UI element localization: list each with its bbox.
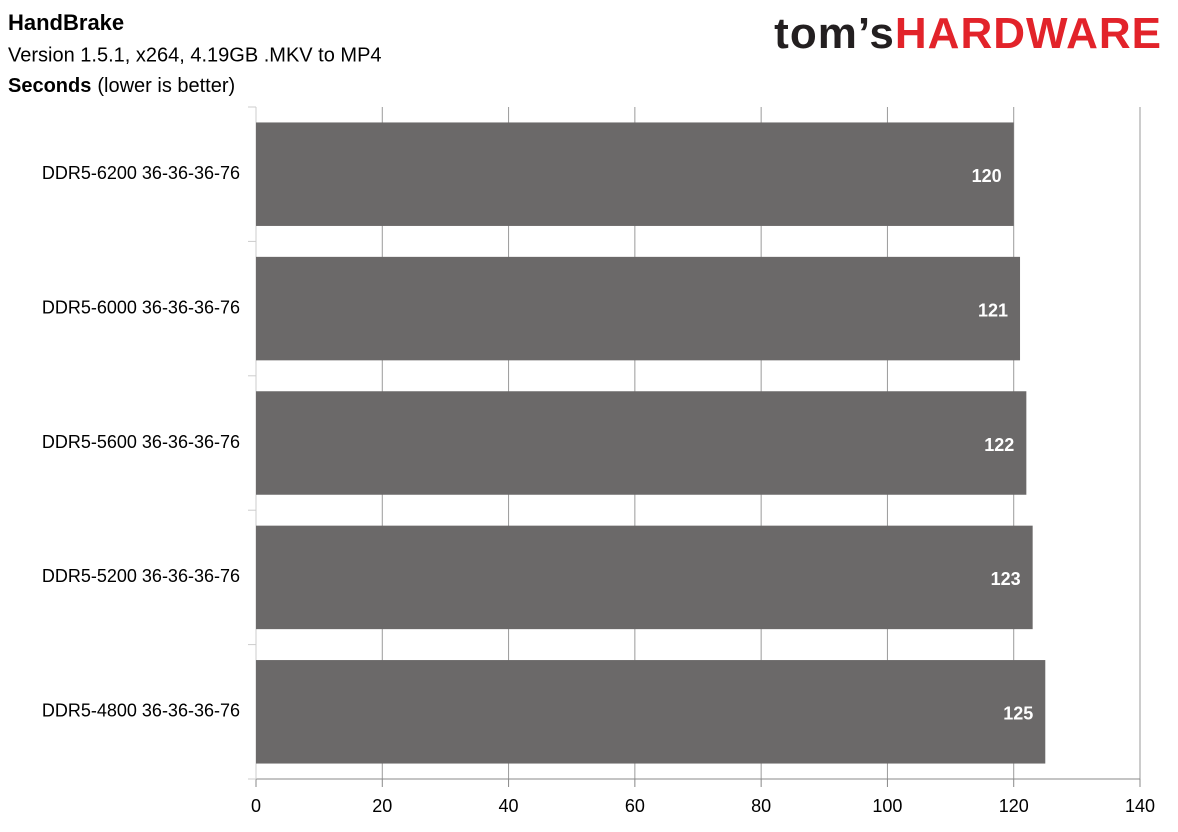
x-tick-label: 140 [1125, 796, 1155, 816]
logo-right: HARDWARE [895, 9, 1162, 58]
x-tick-label: 0 [251, 796, 261, 816]
x-tick-label: 40 [499, 796, 519, 816]
value-label: 123 [991, 569, 1021, 589]
x-tick-label: 80 [751, 796, 771, 816]
x-tick-label: 60 [625, 796, 645, 816]
chart-title: HandBrake [8, 10, 124, 35]
value-label: 122 [984, 435, 1014, 455]
bar [256, 122, 1014, 226]
y-tick-label: DDR5-5200 36-36-36-76 [42, 566, 240, 586]
chart-subtitle: Version 1.5.1, x264, 4.19GB .MKV to MP4 [8, 44, 382, 66]
axis-label-note: (lower is better) [97, 75, 235, 97]
x-tick-label: 20 [372, 796, 392, 816]
y-tick-label: DDR5-4800 36-36-36-76 [42, 701, 240, 721]
y-tick-label: DDR5-6000 36-36-36-76 [42, 297, 240, 317]
y-tick-label: DDR5-6200 36-36-36-76 [42, 163, 240, 183]
bar [256, 660, 1046, 764]
bar [256, 525, 1033, 630]
bar [256, 256, 1021, 361]
x-tick-label: 100 [872, 796, 902, 816]
value-label: 121 [978, 300, 1008, 320]
bar [256, 391, 1027, 495]
logo: tom’sHARDWARE [774, 9, 1162, 58]
axis-label: Seconds (lower is better) [8, 75, 235, 97]
value-label: 120 [972, 166, 1002, 186]
value-label: 125 [1003, 704, 1033, 724]
axis-label-unit: Seconds [8, 75, 91, 97]
x-tick-label: 120 [999, 796, 1029, 816]
logo-left: tom’s [774, 9, 895, 58]
y-tick-label: DDR5-5600 36-36-36-76 [42, 432, 240, 452]
